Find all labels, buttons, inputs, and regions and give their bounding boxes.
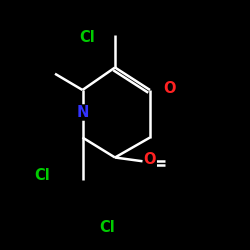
Text: Cl: Cl (100, 220, 116, 235)
Text: Cl: Cl (34, 168, 50, 182)
Text: O: O (164, 81, 176, 96)
Text: N: N (76, 105, 89, 120)
Text: O: O (144, 152, 156, 168)
Text: Cl: Cl (80, 30, 96, 45)
